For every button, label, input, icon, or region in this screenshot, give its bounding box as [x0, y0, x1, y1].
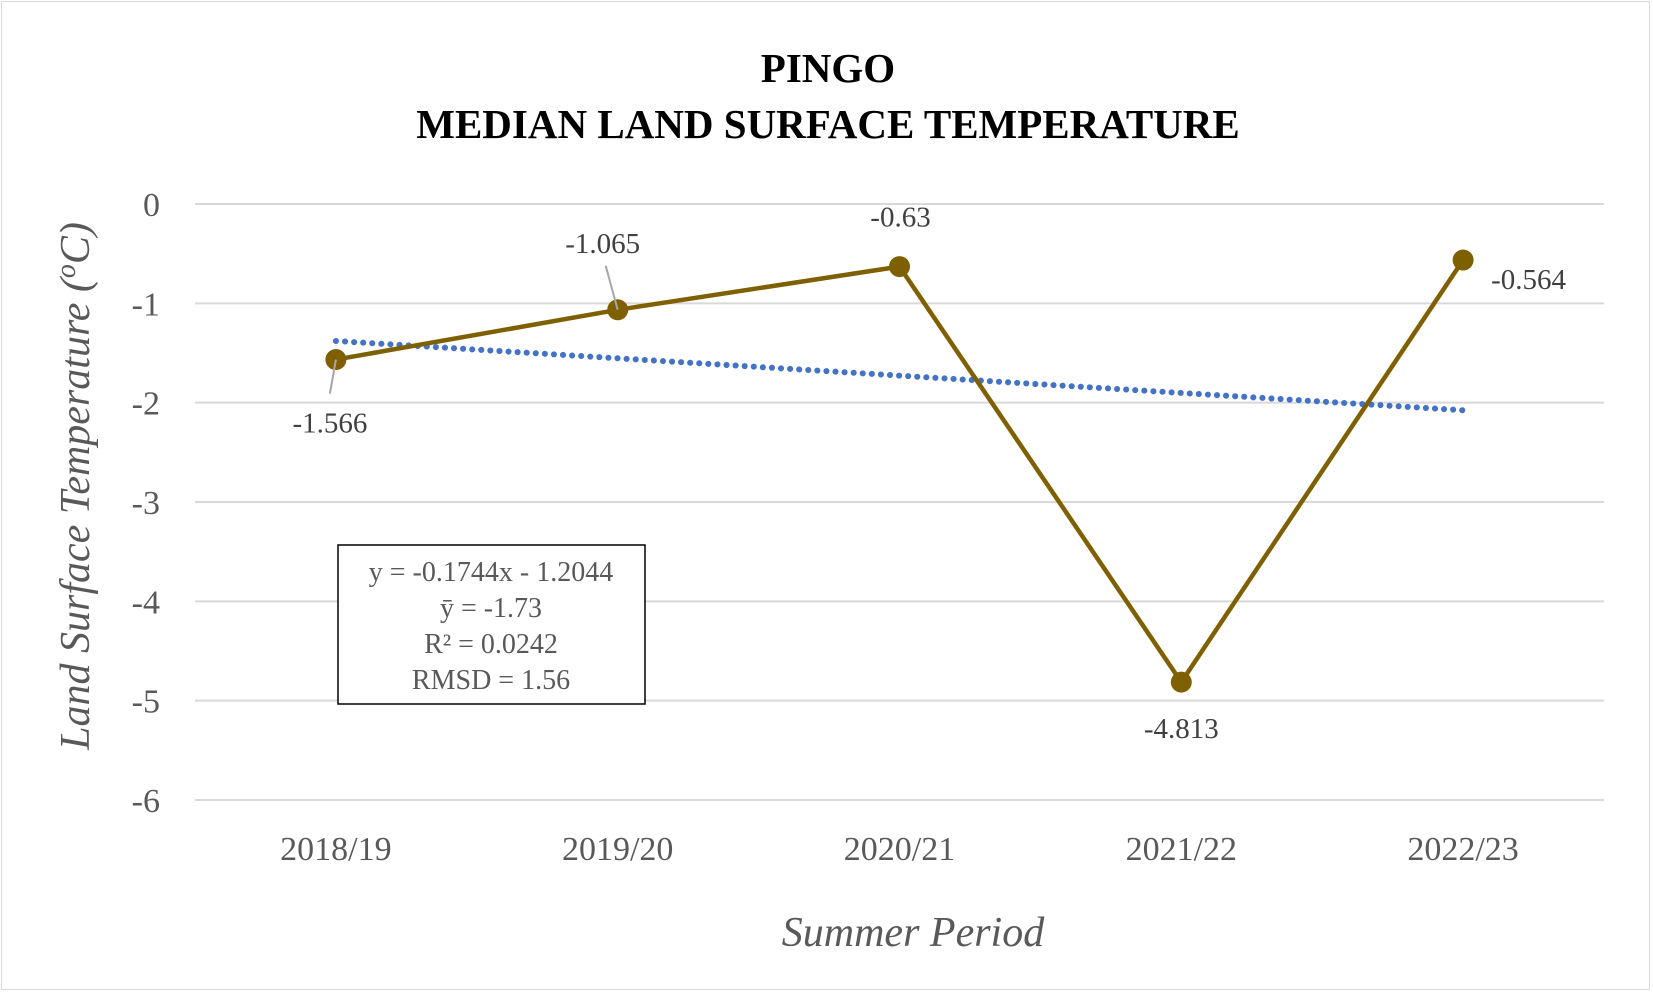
- data-labels: -1.566 -1.065 -0.63 -4.813 -0.564: [292, 202, 1566, 746]
- stats-r-squared: R² = 0.0242: [424, 629, 558, 660]
- y-tick-label: -5: [132, 684, 160, 721]
- data-label: -0.63: [870, 202, 930, 234]
- stats-mean: ȳ = -1.73: [440, 593, 542, 624]
- x-tick-labels: 2018/19 2019/20 2020/21 2021/22 2022/23: [280, 831, 1519, 868]
- chart-title-line-2: MEDIAN LAND SURFACE TEMPERATURE: [416, 101, 1239, 147]
- data-label: -1.065: [565, 228, 640, 260]
- regression-stats-box: y = -0.1744x - 1.2044 ȳ = -1.73 R² = 0.0…: [337, 544, 646, 705]
- y-tick-label: -2: [132, 386, 160, 423]
- trendline-path: [332, 337, 1467, 414]
- stats-box-border: [337, 544, 646, 705]
- x-tick-label: 2021/22: [1126, 831, 1237, 868]
- chart-title-line-1: PINGO: [761, 45, 895, 91]
- y-axis-label: Land Surface Temperature (oC): [51, 222, 99, 751]
- trendline: [332, 337, 1467, 414]
- data-label: -1.566: [292, 408, 367, 440]
- y-axis-label-superscript: o: [51, 264, 82, 278]
- x-tick-label: 2022/23: [1407, 831, 1518, 868]
- x-tick-label: 2018/19: [280, 831, 391, 868]
- data-label-leader: [604, 265, 619, 311]
- gridlines: [195, 203, 1604, 801]
- data-label-leader: [328, 359, 337, 394]
- y-axis-label-main: Land Surface Temperature (: [53, 275, 99, 751]
- x-tick-label: 2019/20: [562, 831, 673, 868]
- stats-rmsd: RMSD = 1.56: [412, 665, 570, 696]
- x-axis-label: Summer Period: [782, 910, 1045, 956]
- series-line: [325, 249, 1474, 693]
- y-axis-label-unit: C): [53, 222, 99, 264]
- x-tick-label: 2020/21: [844, 831, 955, 868]
- y-tick-label: -1: [132, 286, 160, 323]
- y-tick-label: 0: [143, 187, 160, 224]
- y-tick-label: -6: [132, 783, 160, 820]
- stats-equation: y = -0.1744x - 1.2044: [369, 557, 613, 588]
- data-point: [1170, 671, 1192, 693]
- data-point: [889, 256, 910, 278]
- data-point: [1452, 249, 1474, 271]
- data-label: -0.564: [1491, 264, 1566, 296]
- data-label: -4.813: [1144, 713, 1219, 745]
- y-tick-label: -4: [132, 584, 160, 621]
- y-tick-labels: 0 -1 -2 -3 -4 -5 -6: [132, 187, 160, 820]
- y-tick-label: -3: [132, 485, 160, 522]
